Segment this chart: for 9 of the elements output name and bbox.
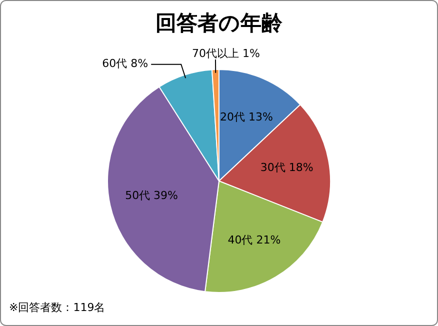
slice-label: 20代 13% xyxy=(220,110,273,124)
text: ※回答者数：119名 xyxy=(9,300,106,315)
slice-label: 40代 21% xyxy=(228,233,281,246)
slice-label: 70代以上 xyxy=(192,46,239,60)
slice-label: 50代 39% xyxy=(125,188,178,202)
slice-label: 60代 8% xyxy=(102,57,148,70)
slice-label: 30代 18% xyxy=(260,160,314,174)
data-label: 1% xyxy=(238,46,260,60)
chart-title: 回答者の年齢 xyxy=(154,10,284,37)
